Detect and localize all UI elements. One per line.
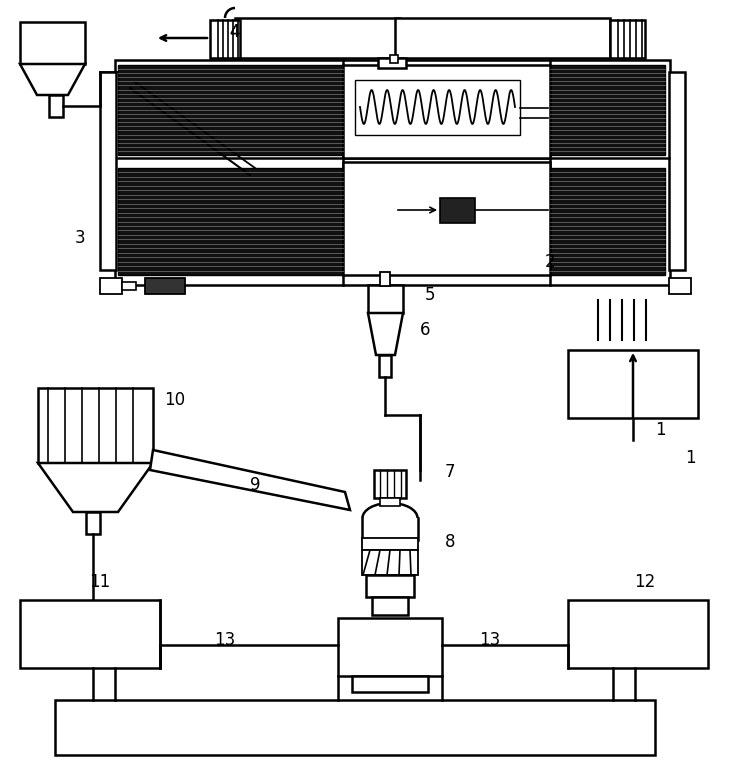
Text: 10: 10 <box>165 391 186 409</box>
Bar <box>20 600 160 668</box>
Bar <box>20 22 85 64</box>
Bar <box>338 618 442 676</box>
Bar <box>669 72 685 270</box>
Text: 12: 12 <box>634 573 656 591</box>
Bar <box>669 278 691 294</box>
Polygon shape <box>395 18 610 58</box>
Bar <box>362 538 418 550</box>
Text: 1: 1 <box>654 421 666 439</box>
Polygon shape <box>235 18 400 58</box>
Text: 1: 1 <box>685 449 695 467</box>
Bar <box>55 700 655 755</box>
Text: 7: 7 <box>444 463 456 481</box>
Bar <box>355 80 520 135</box>
Text: 4: 4 <box>230 23 240 41</box>
Bar <box>550 65 665 155</box>
Text: 5: 5 <box>424 286 436 304</box>
Bar <box>352 676 428 692</box>
Bar <box>440 198 475 223</box>
Bar <box>380 498 400 506</box>
Bar <box>379 355 391 377</box>
Bar <box>378 58 406 68</box>
Polygon shape <box>20 64 85 95</box>
Text: 11: 11 <box>89 573 111 591</box>
Text: 9: 9 <box>250 476 260 494</box>
Bar <box>100 278 122 294</box>
Bar <box>122 282 136 290</box>
Bar <box>568 350 698 418</box>
Bar <box>145 278 185 294</box>
Bar <box>390 55 398 63</box>
Text: 2: 2 <box>545 253 555 271</box>
Bar <box>568 600 708 668</box>
Bar <box>610 20 645 58</box>
Bar <box>100 72 116 270</box>
Bar <box>118 168 343 275</box>
Text: 8: 8 <box>444 533 456 551</box>
Text: 4: 4 <box>230 23 240 41</box>
Bar <box>366 575 414 597</box>
Bar <box>374 470 406 498</box>
Bar <box>550 168 665 275</box>
Text: 13: 13 <box>479 631 501 649</box>
Bar <box>343 65 550 158</box>
Bar <box>372 597 408 615</box>
Text: 6: 6 <box>420 321 430 339</box>
Polygon shape <box>362 550 418 575</box>
Bar <box>115 60 670 285</box>
Text: 13: 13 <box>214 631 236 649</box>
Polygon shape <box>150 450 350 510</box>
Bar <box>86 512 100 534</box>
Polygon shape <box>38 463 153 512</box>
Polygon shape <box>368 313 403 355</box>
Text: 3: 3 <box>75 229 85 247</box>
Bar <box>49 95 63 117</box>
Bar <box>210 20 240 58</box>
Bar <box>38 388 153 463</box>
Bar <box>380 272 390 286</box>
Bar <box>118 65 343 155</box>
Bar <box>368 285 403 313</box>
Bar <box>343 162 550 275</box>
